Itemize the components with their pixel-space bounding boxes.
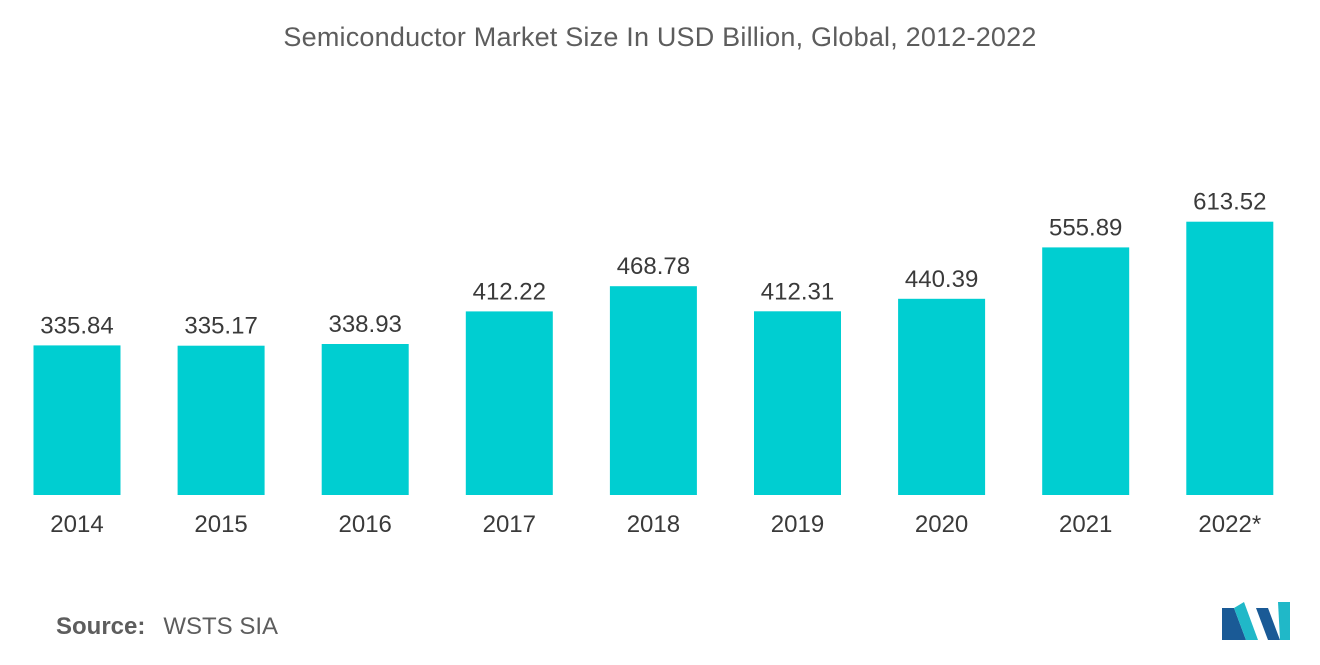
bar-2018 — [609, 286, 697, 495]
x-tick-label-2015: 2015 — [194, 511, 247, 538]
value-label-2014: 335.84 — [40, 312, 113, 339]
x-tick-label-2016: 2016 — [339, 511, 392, 538]
bars-group — [33, 221, 1274, 495]
x-tick-label-2019: 2019 — [771, 511, 824, 538]
x-tick-label-2018: 2018 — [627, 511, 680, 538]
value-label-2017: 412.22 — [473, 278, 546, 305]
source-text: WSTS SIA — [163, 613, 279, 640]
source-note: Source: WSTS SIA — [56, 613, 278, 641]
x-tick-label-2014: 2014 — [50, 511, 103, 538]
logo-shape-left — [1222, 608, 1246, 640]
bar-2014 — [33, 345, 121, 495]
value-labels-group: 335.84 335.17 338.93 412.22 468.78 412.31 440.… — [40, 189, 1266, 340]
bar-2016 — [321, 344, 409, 495]
value-label-2015: 335.17 — [184, 313, 257, 340]
chart-title: Semiconductor Market Size In USD Billion… — [283, 22, 1037, 52]
x-tick-label-2021: 2021 — [1059, 511, 1112, 538]
value-label-2019: 412.31 — [761, 278, 834, 305]
x-tick-label-2017: 2017 — [483, 511, 536, 538]
bar-2021 — [1042, 247, 1130, 495]
value-label-2016: 338.93 — [328, 311, 401, 338]
x-tick-labels-group: 2014 2015 2016 2017 2018 2019 2020 2021 2022* — [50, 511, 1261, 538]
mordor-intelligence-logo-icon — [1222, 602, 1290, 640]
logo-shape-mid-right — [1256, 608, 1280, 640]
value-label-2020: 440.39 — [905, 266, 978, 293]
logo-shape-right — [1278, 602, 1290, 640]
bar-2017 — [465, 311, 553, 495]
value-label-2018: 468.78 — [617, 253, 690, 280]
bar-2022* — [1186, 221, 1274, 495]
bar-2019 — [754, 311, 841, 495]
value-label-2022*: 613.52 — [1193, 189, 1266, 216]
logo-shape-mid-left — [1234, 602, 1258, 640]
source-label: Source: — [56, 613, 146, 640]
x-tick-label-2020: 2020 — [915, 511, 968, 538]
bar-2015 — [177, 345, 265, 495]
value-label-2021: 555.89 — [1049, 214, 1122, 241]
x-tick-label-2022*: 2022* — [1198, 511, 1261, 538]
bar-2020 — [898, 298, 986, 495]
